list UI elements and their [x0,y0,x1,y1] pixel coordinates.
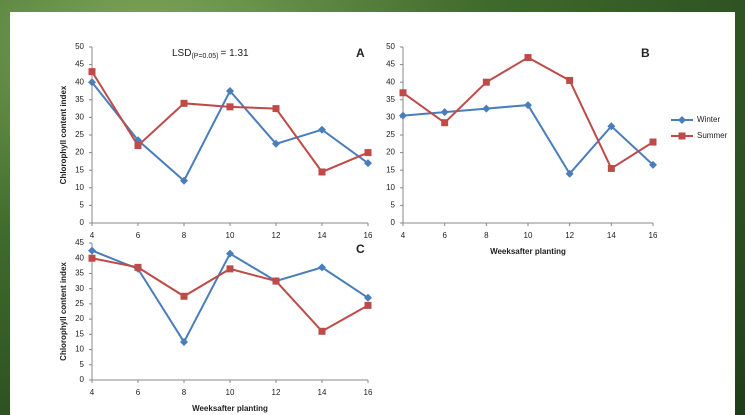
y-tick-label: 45 [75,60,84,69]
marker [365,149,372,156]
marker [135,142,142,149]
x-tick-label: 16 [364,231,373,240]
marker [89,68,96,75]
marker [227,103,234,110]
marker [181,100,188,107]
y-tick-label: 10 [386,183,395,192]
x-tick-label: 8 [182,388,187,397]
marker [273,105,280,112]
legend-marker [679,133,686,140]
x-tick-label: 4 [401,231,406,240]
x-tick-label: 14 [318,388,327,397]
marker [365,302,372,309]
x-axis-label: Weeksafter planting [192,404,268,413]
y-tick-label: 50 [386,42,395,51]
annotation-main: LSD [172,48,191,59]
marker [441,119,448,126]
x-tick-label: 12 [565,231,574,240]
x-tick-label: 6 [442,231,447,240]
panel-label: A [356,46,365,60]
y-tick-label: 0 [80,375,85,384]
annotation-subscript: (P=0.05) [191,53,218,60]
y-tick-label: 30 [75,284,84,293]
x-tick-label: 14 [318,231,327,240]
marker [400,89,407,96]
y-tick-label: 0 [80,218,85,227]
x-tick-label: 10 [226,231,235,240]
x-tick-label: 12 [272,231,281,240]
y-tick-label: 35 [75,269,84,278]
x-tick-label: 12 [272,388,281,397]
x-tick-label: 8 [484,231,489,240]
y-tick-label: 10 [75,183,84,192]
y-tick-label: 15 [75,165,84,174]
marker [608,165,615,172]
white-panel [10,12,735,415]
y-tick-label: 10 [75,345,84,354]
y-tick-label: 25 [75,130,84,139]
panel-label: B [641,46,650,60]
marker [650,139,657,146]
y-tick-label: 40 [386,77,395,86]
marker [135,264,142,271]
y-tick-label: 20 [386,148,395,157]
y-tick-label: 45 [75,238,84,247]
annotation-rest: = 1.31 [221,48,250,59]
marker [319,168,326,175]
legend-label: Summer [697,131,728,140]
marker [273,278,280,285]
y-tick-label: 15 [386,165,395,174]
panel-label: C [356,242,365,256]
x-tick-label: 16 [649,231,658,240]
y-tick-label: 15 [75,329,84,338]
marker [566,77,573,84]
y-tick-label: 20 [75,148,84,157]
x-tick-label: 6 [136,388,141,397]
y-tick-label: 35 [386,95,395,104]
x-tick-label: 14 [607,231,616,240]
marker [227,265,234,272]
x-tick-label: 10 [524,231,533,240]
y-tick-label: 30 [386,113,395,122]
legend-label: Winter [697,115,720,124]
y-tick-label: 50 [75,42,84,51]
y-tick-label: 25 [386,130,395,139]
x-tick-label: 10 [226,388,235,397]
marker [525,54,532,61]
x-tick-label: 4 [90,388,95,397]
marker [319,328,326,335]
y-tick-label: 0 [391,218,396,227]
y-tick-label: 30 [75,113,84,122]
y-tick-label: 25 [75,299,84,308]
y-axis-label: Chlorophyll content index [59,262,68,361]
x-tick-label: 4 [90,231,95,240]
y-tick-label: 45 [386,60,395,69]
marker [89,255,96,262]
figure: 0510152025303540455046810121416AChloroph… [0,0,745,415]
y-tick-label: 40 [75,77,84,86]
y-tick-label: 20 [75,314,84,323]
x-tick-label: 8 [182,231,187,240]
y-tick-label: 40 [75,253,84,262]
x-axis-label: Weeksafter planting [490,247,566,256]
y-tick-label: 5 [80,360,85,369]
y-tick-label: 5 [391,201,396,210]
x-tick-label: 6 [136,231,141,240]
marker [181,293,188,300]
y-axis-label: Chlorophyll content index [59,85,68,184]
y-tick-label: 35 [75,95,84,104]
marker [483,79,490,86]
y-tick-label: 5 [80,201,85,210]
x-tick-label: 16 [364,388,373,397]
